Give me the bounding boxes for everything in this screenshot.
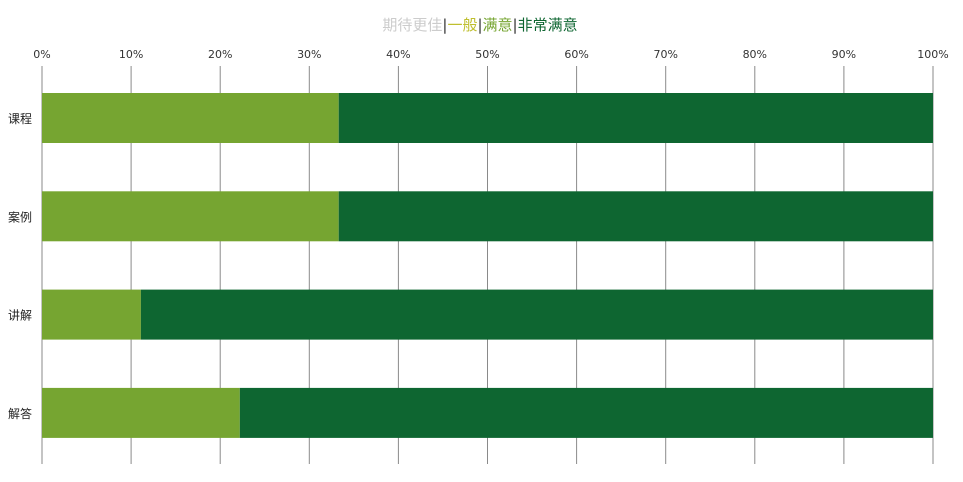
bar-segment[interactable]	[338, 93, 933, 143]
x-axis-ticks: 0% 10% 20% 30% 40% 50% 60% 70% 80% 90% 100%	[33, 48, 948, 61]
bar-segment[interactable]	[42, 191, 339, 242]
bar-segment[interactable]	[42, 93, 339, 143]
x-tick-label: 50%	[475, 48, 499, 61]
x-tick-label: 90%	[832, 48, 856, 61]
legend-item[interactable]: 非常满意	[518, 16, 578, 34]
legend-separator: |	[477, 16, 482, 34]
x-tick-label: 60%	[564, 48, 588, 61]
y-category-label: 解答	[8, 406, 32, 421]
x-tick-label: 100%	[917, 48, 948, 61]
legend-item[interactable]: 一般	[447, 16, 477, 34]
bar-segment[interactable]	[239, 387, 933, 438]
x-tick-label: 0%	[33, 48, 50, 61]
bars	[42, 93, 933, 438]
y-category-label: 课程	[8, 111, 32, 126]
bar-segment[interactable]	[42, 289, 141, 340]
legend-item[interactable]: 期待更佳	[382, 16, 442, 34]
x-tick-label: 40%	[386, 48, 410, 61]
legend-line: 期待更佳|一般|满意|非常满意	[382, 16, 577, 34]
legend-separator: |	[513, 16, 518, 34]
x-tick-label: 70%	[653, 48, 677, 61]
legend-item[interactable]: 满意	[483, 16, 513, 34]
y-category-label: 案例	[8, 209, 32, 224]
x-tick-label: 30%	[297, 48, 321, 61]
x-tick-label: 10%	[119, 48, 143, 61]
y-category-label: 讲解	[8, 308, 32, 323]
legend: 期待更佳|一般|满意|非常满意	[382, 16, 577, 34]
bar-segment[interactable]	[42, 387, 240, 438]
bar-segment[interactable]	[140, 289, 933, 340]
bar-segment[interactable]	[338, 191, 933, 242]
x-tick-label: 20%	[208, 48, 232, 61]
x-tick-label: 80%	[743, 48, 767, 61]
legend-separator: |	[442, 16, 447, 34]
